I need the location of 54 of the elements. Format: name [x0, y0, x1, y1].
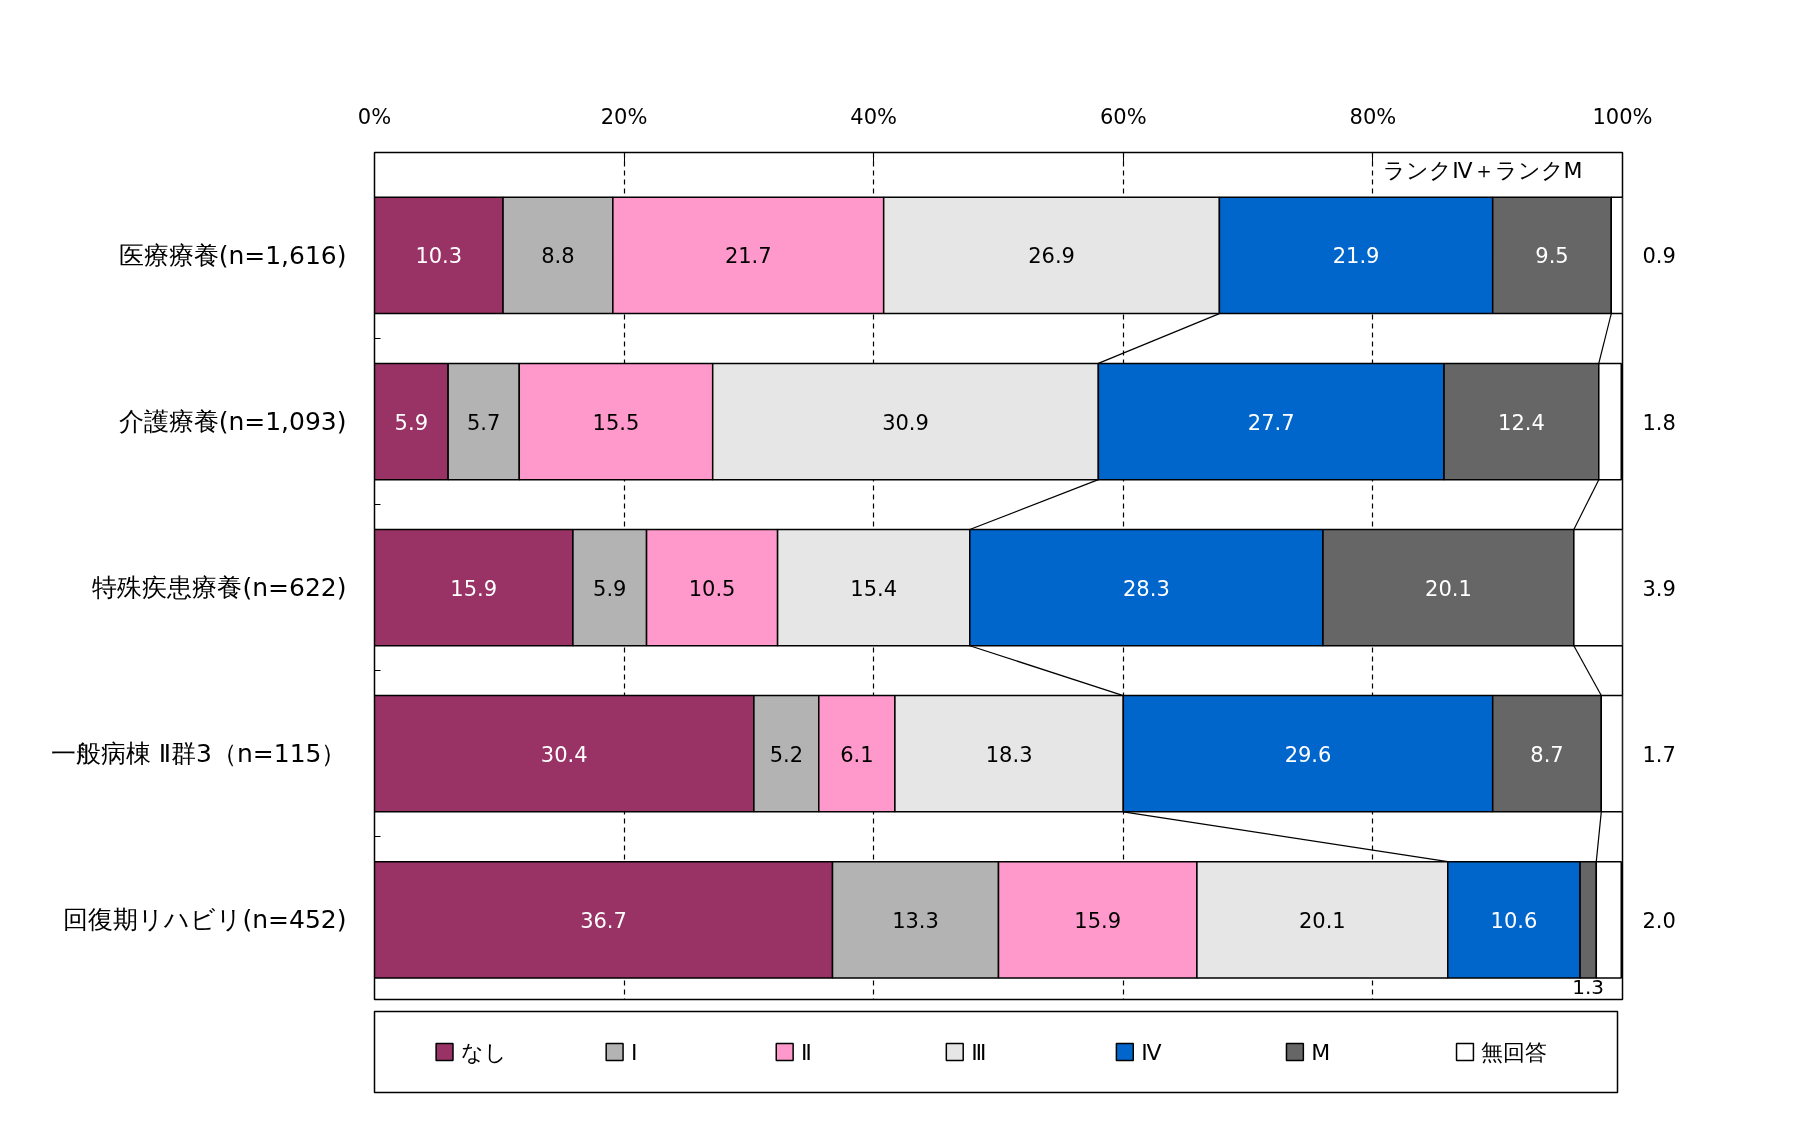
- data-label: 5.2: [769, 742, 804, 767]
- data-label: 1.7: [1642, 742, 1676, 767]
- data-label: 15.9: [450, 576, 498, 601]
- y-tick-label: 医療療養(n=1,616): [118, 240, 347, 270]
- data-label: 15.9: [1074, 908, 1122, 933]
- data-label: 10.5: [688, 576, 736, 601]
- legend-label: Ⅱ: [801, 1039, 812, 1065]
- x-tick-label: 0%: [357, 104, 392, 129]
- data-label: 8.8: [541, 244, 575, 269]
- x-tick-label: 80%: [1349, 104, 1397, 129]
- x-tick-label: 40%: [850, 104, 898, 129]
- x-tick-label: 100%: [1592, 104, 1653, 129]
- data-label: 15.4: [850, 576, 898, 601]
- data-label: 30.4: [540, 742, 588, 767]
- legend-label: Ⅲ: [971, 1039, 987, 1065]
- legend-label: Ⅰ: [631, 1039, 638, 1065]
- data-label: 5.9: [593, 576, 627, 601]
- data-label: 13.3: [892, 908, 939, 933]
- legend-label: なし: [460, 1039, 507, 1065]
- data-label: 3.9: [1642, 576, 1676, 601]
- data-label: 21.7: [724, 244, 772, 269]
- data-label: 9.5: [1535, 244, 1569, 269]
- data-label: 20.1: [1298, 908, 1346, 933]
- data-label: 26.9: [1028, 244, 1075, 269]
- data-label: 21.9: [1332, 244, 1380, 269]
- data-label: 29.6: [1284, 742, 1332, 767]
- data-label: 10.3: [415, 244, 463, 269]
- data-label: 28.3: [1123, 576, 1170, 601]
- legend-label: Ⅳ: [1141, 1039, 1163, 1065]
- data-label: 0.9: [1642, 244, 1676, 269]
- data-label: 20.1: [1425, 576, 1472, 601]
- data-label: 36.7: [580, 908, 627, 933]
- data-label: 2.0: [1642, 908, 1676, 933]
- data-label: 5.9: [394, 410, 429, 435]
- legend-label: M: [1311, 1039, 1331, 1065]
- y-tick-label: 一般病棟 Ⅱ群3（n=115）: [50, 739, 347, 769]
- data-label: 1.8: [1642, 410, 1676, 435]
- x-tick-label: 60%: [1099, 104, 1147, 129]
- y-tick-label: 回復期リハビリ(n=452): [63, 905, 347, 935]
- data-label: 1.3: [1572, 974, 1605, 999]
- data-label: 27.7: [1247, 410, 1295, 435]
- data-label: 5.7: [467, 410, 501, 435]
- data-label: 6.1: [840, 742, 874, 767]
- annotation: ランクⅣ＋ランクM: [1383, 157, 1583, 183]
- data-label: 15.5: [592, 410, 640, 435]
- y-tick-label: 特殊疾患療養(n=622): [92, 573, 347, 603]
- data-label: 18.3: [985, 742, 1033, 767]
- data-label: 10.6: [1490, 908, 1538, 933]
- legend-label: 無回答: [1481, 1039, 1548, 1065]
- data-label: 12.4: [1498, 410, 1545, 435]
- data-label: 30.9: [882, 410, 929, 435]
- data-label: 8.7: [1530, 742, 1564, 767]
- x-tick-label: 20%: [600, 104, 648, 129]
- y-tick-label: 介護療養(n=1,093): [118, 407, 347, 437]
